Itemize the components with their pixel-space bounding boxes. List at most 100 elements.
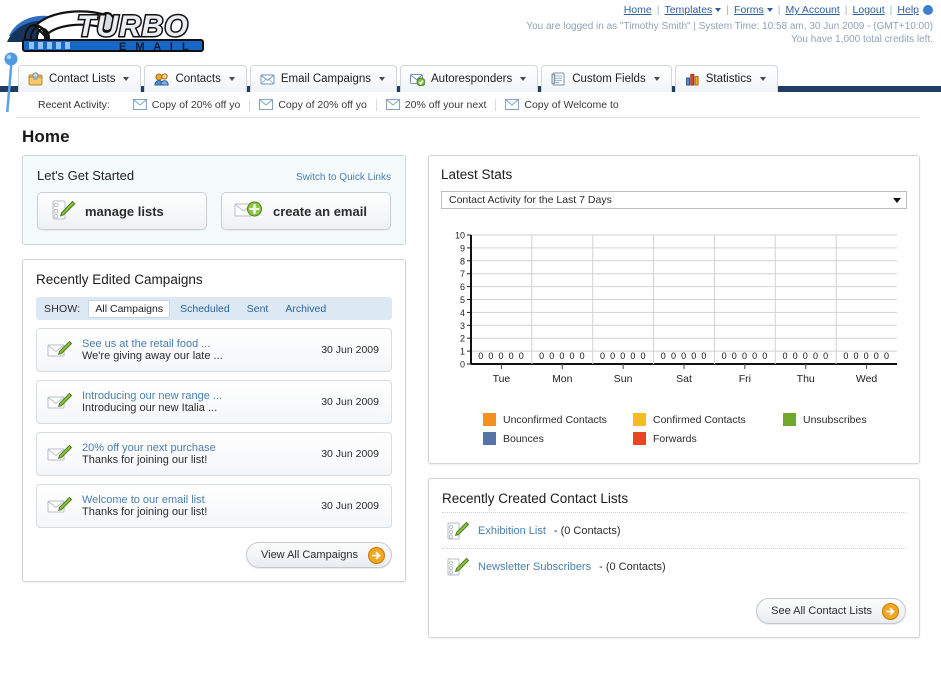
campaign-name-link[interactable]: 20% off your next purchase xyxy=(82,442,216,454)
svg-text:0: 0 xyxy=(478,351,483,361)
recent-activity-item[interactable]: Copy of 20% off yo xyxy=(124,98,251,111)
create-email-button[interactable]: create an email xyxy=(221,192,391,230)
chart-legend-row: Bounces Forwards xyxy=(483,432,907,445)
see-all-contact-lists-label: See All Contact Lists xyxy=(771,605,872,617)
view-all-campaigns-button[interactable]: View All Campaigns xyxy=(245,542,392,568)
svg-text:0: 0 xyxy=(610,351,615,361)
divider: | xyxy=(889,4,893,16)
svg-text:0: 0 xyxy=(671,351,676,361)
switch-to-quick-links[interactable]: Switch to Quick Links xyxy=(295,172,391,183)
contact-list-name-link[interactable]: Newsletter Subscribers xyxy=(478,560,592,573)
svg-text:9: 9 xyxy=(460,243,465,253)
manage-lists-button[interactable]: manage lists xyxy=(37,192,207,230)
latest-stats-title: Latest Stats xyxy=(441,167,513,182)
campaign-row[interactable]: See us at the retail food ... We're givi… xyxy=(36,328,392,372)
nav-tab-custom-fields[interactable]: Custom Fields xyxy=(541,65,672,92)
svg-text:0: 0 xyxy=(539,351,544,361)
view-all-campaigns-label: View All Campaigns xyxy=(260,549,358,561)
svg-text:3: 3 xyxy=(460,321,465,331)
header-right: Home | Templates | Forms | My Account | Logout | H… xyxy=(526,4,933,45)
nav-tab-label: Email Campaigns xyxy=(280,73,371,85)
turbo-email-logo: TURBO E M A I L xyxy=(5,2,230,60)
left-column: Let's Get Started Switch to Quick Links … xyxy=(22,155,406,582)
campaign-date: 30 Jun 2009 xyxy=(321,448,379,460)
campaign-subject: Thanks for joining our list! xyxy=(82,454,208,466)
campaign-row[interactable]: 20% off your next purchase Thanks for jo… xyxy=(36,432,392,476)
campaign-name-link[interactable]: Welcome to our email list xyxy=(82,494,205,506)
svg-text:Fri: Fri xyxy=(739,373,751,385)
svg-text:0: 0 xyxy=(460,360,465,370)
nav-tab-email-campaigns[interactable]: Email Campaigns xyxy=(249,65,397,92)
campaign-edit-icon xyxy=(47,339,73,361)
nav-tab-contacts[interactable]: Contacts xyxy=(144,65,247,92)
svg-text:Mon: Mon xyxy=(552,373,573,385)
campaign-subject: Introducing our new Italia ... xyxy=(82,402,218,414)
nav-tab-statistics[interactable]: Statistics xyxy=(674,65,778,92)
svg-text:5: 5 xyxy=(460,295,465,305)
credits-info: You have 1,000 total credits left. xyxy=(791,34,933,45)
envelope-icon xyxy=(259,99,274,110)
nav-tab-label: Contacts xyxy=(175,73,221,85)
campaign-row[interactable]: Welcome to our email list Thanks for joi… xyxy=(36,484,392,528)
svg-text:0: 0 xyxy=(762,351,767,361)
legend-label: Bounces xyxy=(503,432,544,445)
blue-pin-decoration xyxy=(2,52,24,114)
help-dot-icon xyxy=(923,5,933,16)
campaign-row[interactable]: Introducing our new range ... Introducin… xyxy=(36,380,392,424)
chevron-down-icon xyxy=(123,77,130,81)
filter-scheduled[interactable]: Scheduled xyxy=(180,302,230,315)
campaign-date: 30 Jun 2009 xyxy=(321,396,379,408)
filter-archived[interactable]: Archived xyxy=(285,302,327,315)
filter-sent[interactable]: Sent xyxy=(246,302,269,315)
session-info: You are logged in as "Timothy Smith" | S… xyxy=(526,21,933,32)
header-link-home[interactable]: Home xyxy=(623,4,652,16)
contact-activity-chart: 0 1 2 3 4 5 6 7 8 9 10 Tue 0 0 0 0 0 Mon 0 0 0 0 0 Sun 0 0 0 0 0 Sat 0… xyxy=(441,231,907,401)
recently-created-contact-lists-panel: Recently Created Contact Lists Exhibitio… xyxy=(428,478,920,638)
divider: | xyxy=(777,4,781,16)
header-link-help[interactable]: Help xyxy=(897,4,919,16)
stats-range-value: Contact Activity for the Last 7 Days xyxy=(449,194,612,206)
header-link-my-account[interactable]: My Account xyxy=(785,4,840,16)
custom-fields-icon xyxy=(551,72,566,86)
arrow-right-icon xyxy=(368,546,385,564)
filter-all-campaigns[interactable]: All Campaigns xyxy=(88,299,171,318)
chevron-down-icon xyxy=(766,8,773,13)
contacts-icon xyxy=(154,72,170,86)
svg-text:0: 0 xyxy=(854,351,859,361)
svg-text:0: 0 xyxy=(803,351,808,361)
svg-text:0: 0 xyxy=(559,351,564,361)
recent-activity-item[interactable]: Copy of Welcome to xyxy=(496,99,627,111)
contact-lists-icon xyxy=(28,72,43,86)
see-all-contact-lists-button[interactable]: See All Contact Lists xyxy=(756,598,906,624)
campaign-date: 30 Jun 2009 xyxy=(321,500,379,512)
campaign-name-link[interactable]: See us at the retail food ... xyxy=(82,338,211,350)
stats-range-select[interactable]: Contact Activity for the Last 7 Days xyxy=(441,191,907,209)
nav-tab-label: Autoresponders xyxy=(431,73,513,85)
svg-text:0: 0 xyxy=(864,351,869,361)
campaign-text: Introducing our new range ... Introducin… xyxy=(82,390,321,414)
header-link-logout[interactable]: Logout xyxy=(852,4,885,16)
divider: | xyxy=(726,4,730,16)
header-link-templates[interactable]: Templates xyxy=(664,4,713,16)
contact-list-name-link[interactable]: Exhibition List xyxy=(478,524,546,537)
right-column: Latest Stats Contact Activity for the La… xyxy=(428,155,920,638)
nav-tab-label: Custom Fields xyxy=(572,73,646,85)
recent-activity-item[interactable]: 20% off your next xyxy=(377,98,497,111)
contact-list-row[interactable]: Newsletter Subscribers - (0 Contacts) xyxy=(442,548,906,584)
svg-text:0: 0 xyxy=(874,351,879,361)
svg-text:6: 6 xyxy=(460,282,465,292)
nav-tab-autoresponders[interactable]: Autoresponders xyxy=(400,65,539,92)
recent-activity-item[interactable]: Copy of 20% off yo xyxy=(250,98,377,111)
view-all-campaigns-row: View All Campaigns xyxy=(36,542,392,568)
header-link-forms[interactable]: Forms xyxy=(734,4,764,16)
contact-list-row[interactable]: Exhibition List - (0 Contacts) xyxy=(442,512,906,548)
app-header: TURBO E M A I L Home | Templates | Forms | My … xyxy=(0,0,941,62)
envelope-icon xyxy=(505,99,520,110)
campaign-filter-bar: SHOW: All Campaigns Scheduled Sent Archi… xyxy=(36,297,392,320)
nav-tab-contact-lists[interactable]: Contact Lists xyxy=(18,65,142,92)
legend-item-forwards: Forwards xyxy=(633,432,783,445)
campaign-name-link[interactable]: Introducing our new range ... xyxy=(82,390,223,402)
contact-list-edit-icon xyxy=(446,520,470,541)
